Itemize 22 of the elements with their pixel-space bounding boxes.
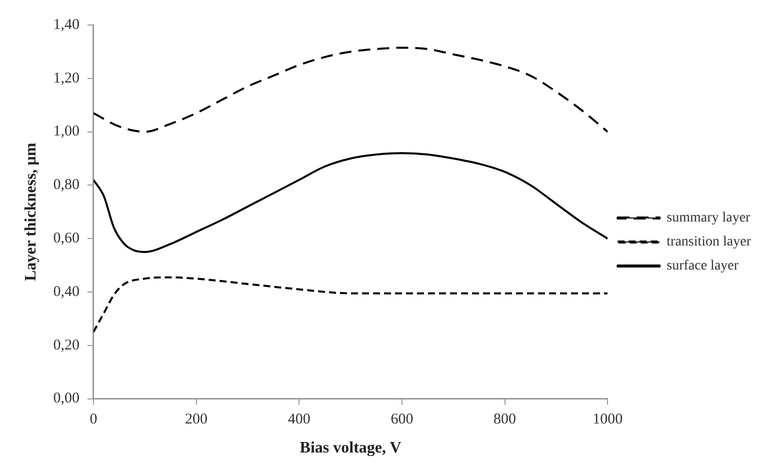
y-tick-label: 1,40: [53, 16, 80, 33]
y-tick-label: 1,20: [53, 70, 80, 86]
legend-label: summary layer: [666, 210, 751, 226]
x-tick-label: 600: [390, 412, 414, 428]
y-axis-title: Layer thickness, µm: [22, 142, 40, 282]
line-series: [93, 152, 608, 253]
y-tick-label: 1,00: [53, 124, 80, 140]
x-tick-label: 1000: [592, 412, 623, 428]
x-tick-label: 200: [185, 412, 208, 428]
y-tick-label: 0,00: [53, 390, 80, 407]
x-tick-label: 0: [90, 412, 98, 428]
line-series: [93, 276, 608, 334]
x-tick-label: 800: [494, 412, 516, 428]
x-axis-title: Bias voltage, V: [300, 440, 402, 457]
legend-label: surface layer: [666, 258, 739, 274]
y-tick-label: 0,20: [53, 337, 80, 354]
y-tick-label: 0,80: [53, 177, 80, 194]
y-tick-label: 0,60: [53, 230, 80, 247]
x-tick-label: 400: [288, 412, 310, 428]
line-series: [93, 46, 608, 133]
y-tick-label: 0,40: [53, 284, 80, 300]
legend-label: transition layer: [666, 234, 752, 250]
